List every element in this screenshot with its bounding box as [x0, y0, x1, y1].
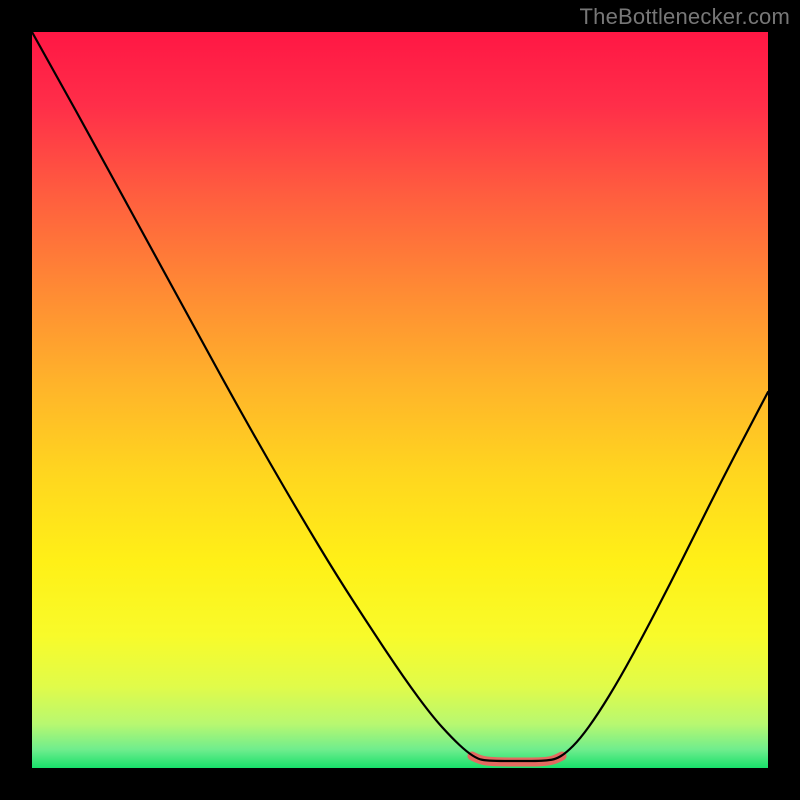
chart-container: TheBottlenecker.com [0, 0, 800, 800]
plot-background [32, 32, 768, 768]
watermark-text: TheBottlenecker.com [580, 4, 790, 30]
bottleneck-chart [0, 0, 800, 800]
